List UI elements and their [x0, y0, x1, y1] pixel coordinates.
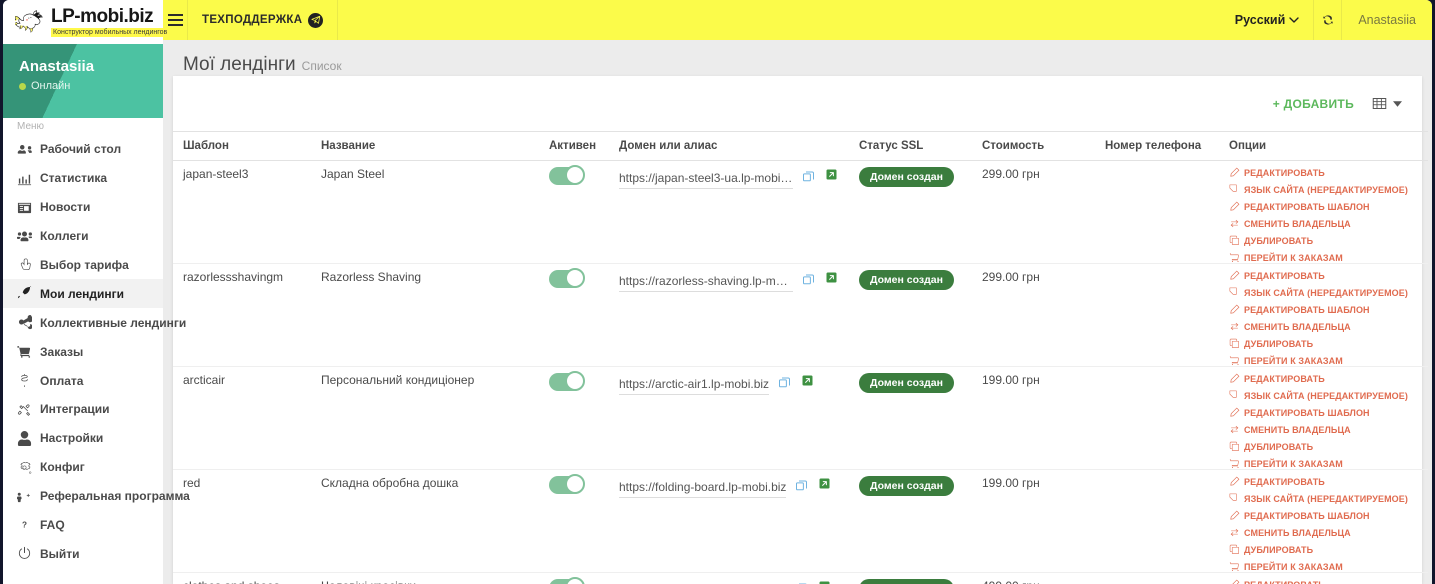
svg-text:?: ?	[22, 520, 27, 529]
